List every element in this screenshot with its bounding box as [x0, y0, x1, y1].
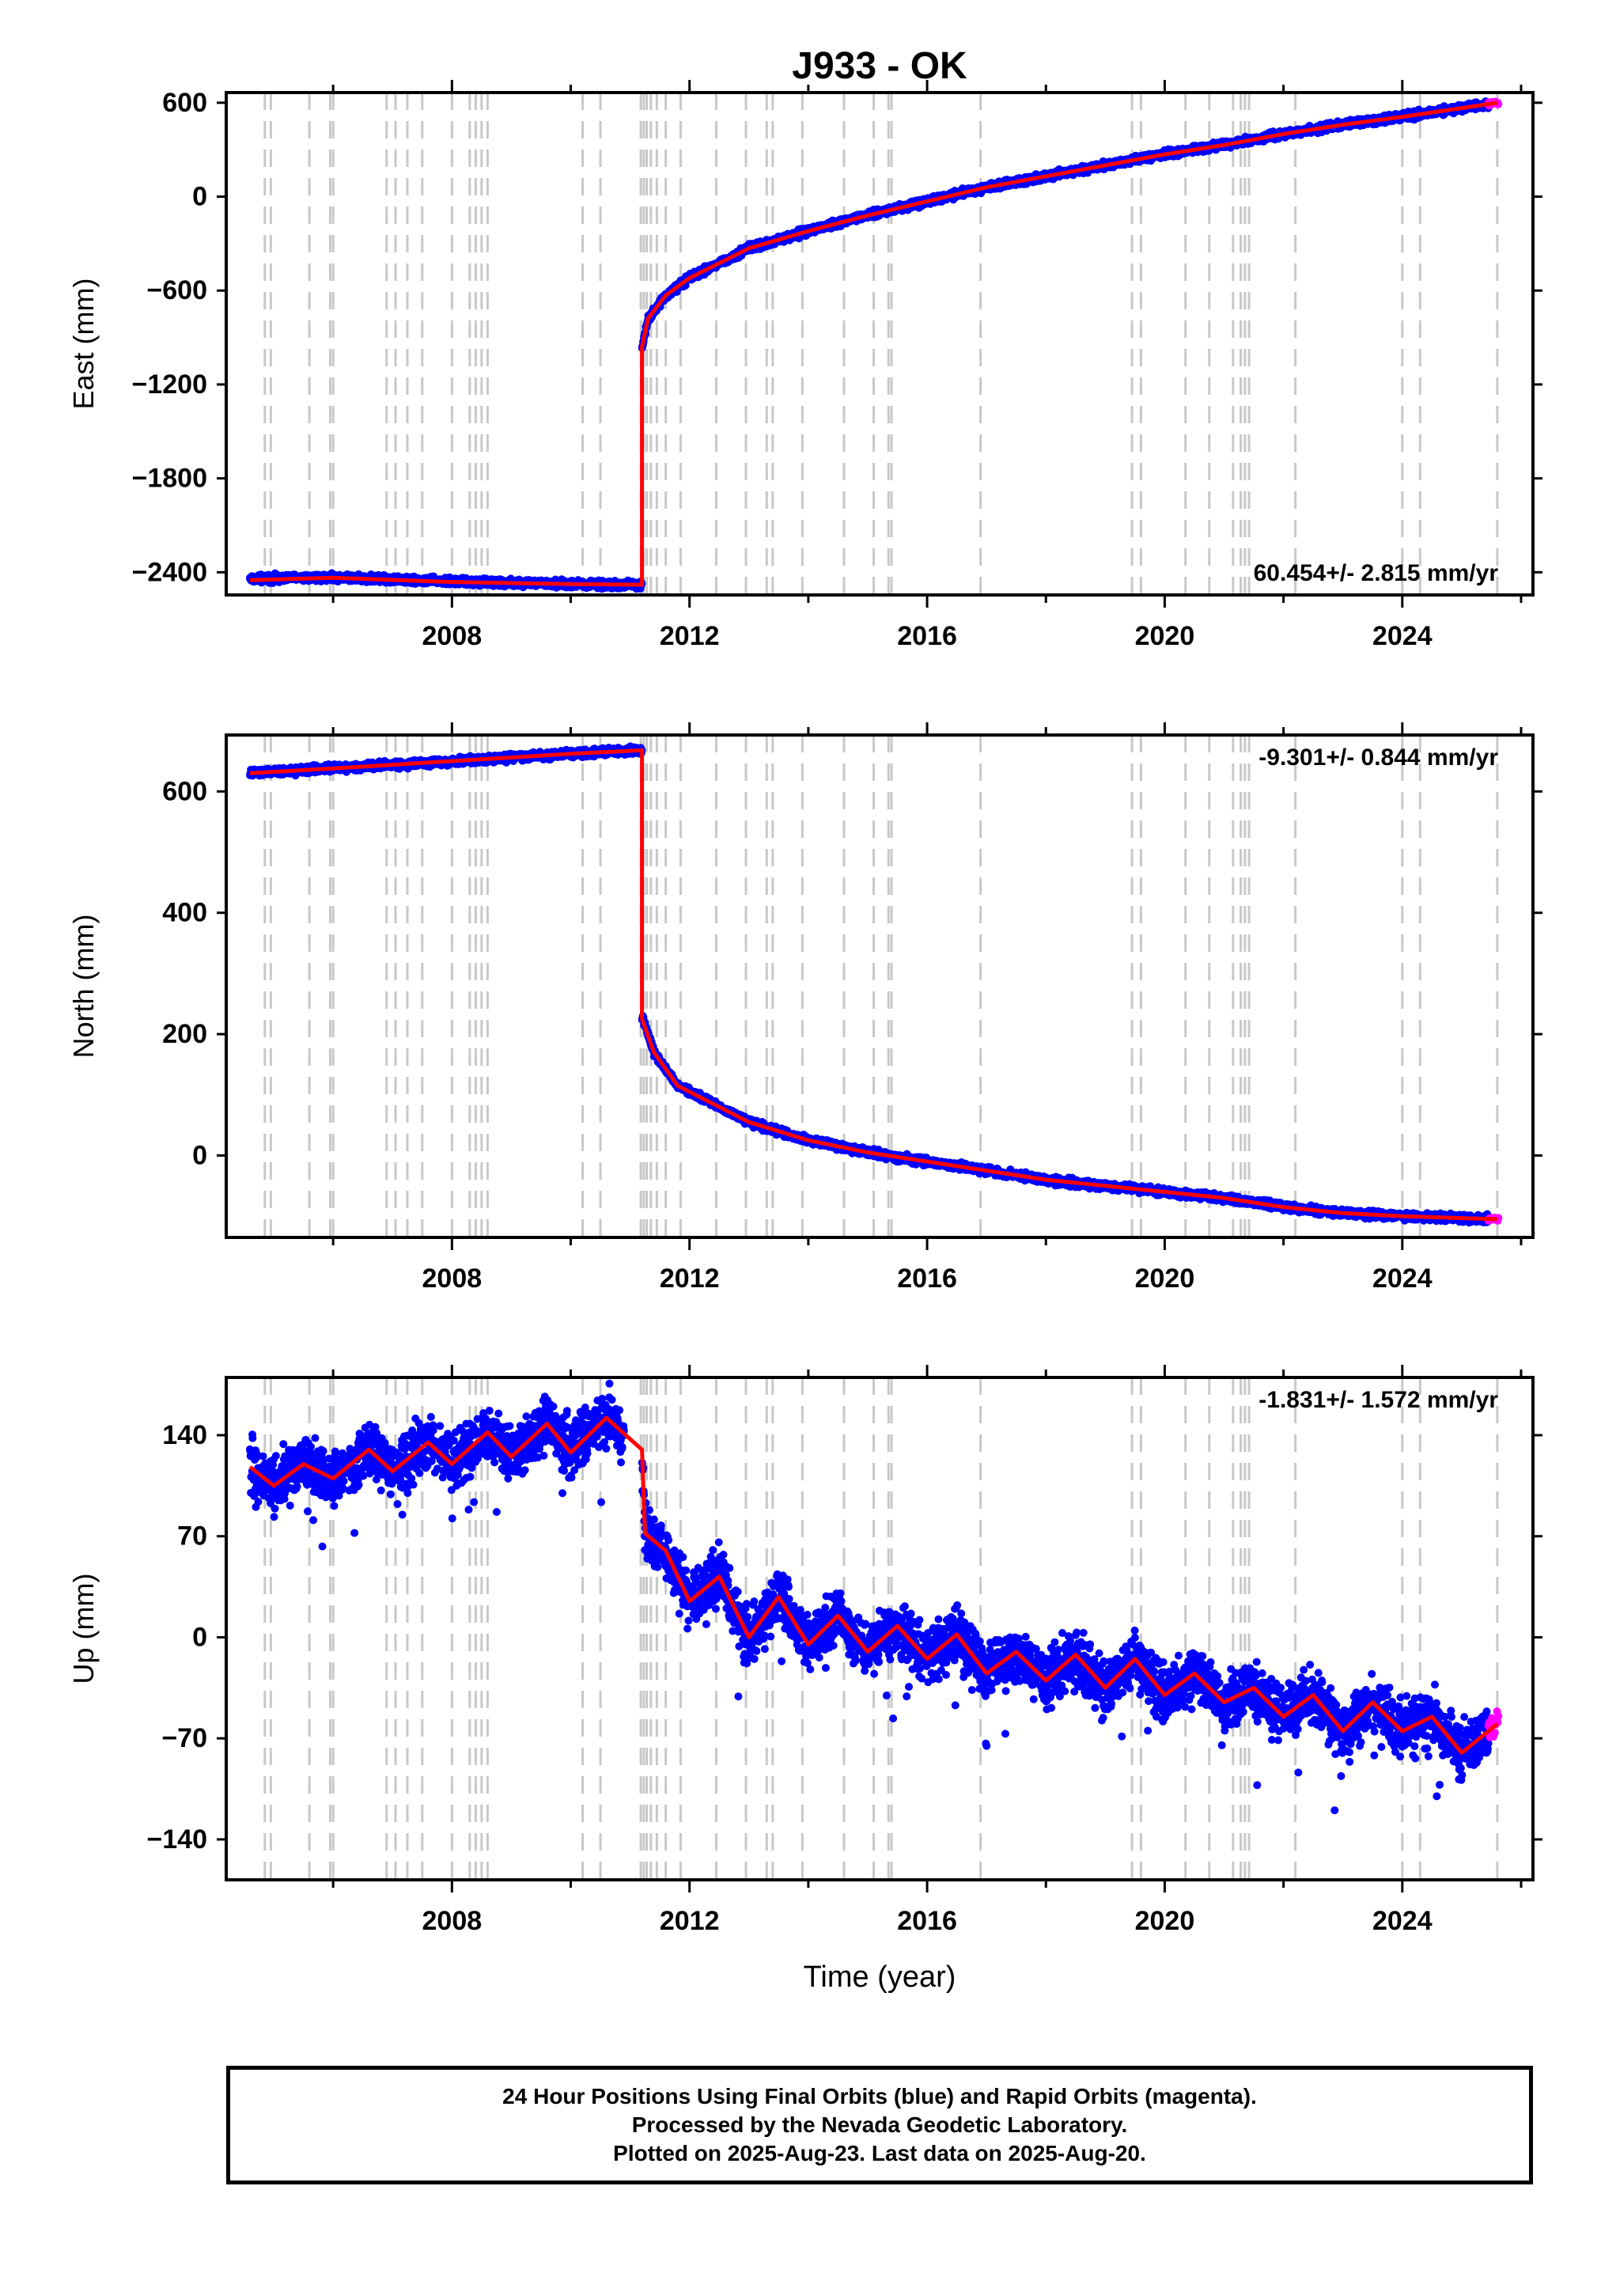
- east-y-tick-label: 0: [192, 182, 207, 212]
- north-dashed-lines: [263, 735, 1499, 1237]
- east-rate-annotation: 60.454+/- 2.815 mm/yr: [1254, 560, 1499, 586]
- chart-title: J933 - OK: [792, 45, 967, 87]
- east-data: [246, 97, 1503, 593]
- north-data: [246, 742, 1503, 1227]
- east-x-tick-label: 2024: [1372, 621, 1433, 651]
- east-dashed-lines: [263, 93, 1499, 595]
- east-y-tick-label: −1200: [132, 369, 208, 400]
- east-panel: 600 0 −600 −1200 −1800 −2400 2008 2012 2016 2020 2…: [67, 45, 1542, 651]
- east-x-tick-label: 2012: [660, 621, 720, 651]
- east-x-tick-label: 2016: [897, 621, 957, 651]
- east-model-line: [249, 100, 1498, 587]
- east-y-axis-label: East (mm): [67, 278, 100, 410]
- east-y-tick-label: −1800: [132, 464, 208, 494]
- east-x-tick-label: 2008: [422, 621, 483, 651]
- east-y-tick-label: −2400: [132, 557, 208, 587]
- east-y-tick-label: 600: [162, 88, 207, 118]
- east-frame: [225, 91, 1535, 597]
- east-y-tick-label: −600: [146, 275, 207, 305]
- east-x-tick-label: 2020: [1135, 621, 1195, 651]
